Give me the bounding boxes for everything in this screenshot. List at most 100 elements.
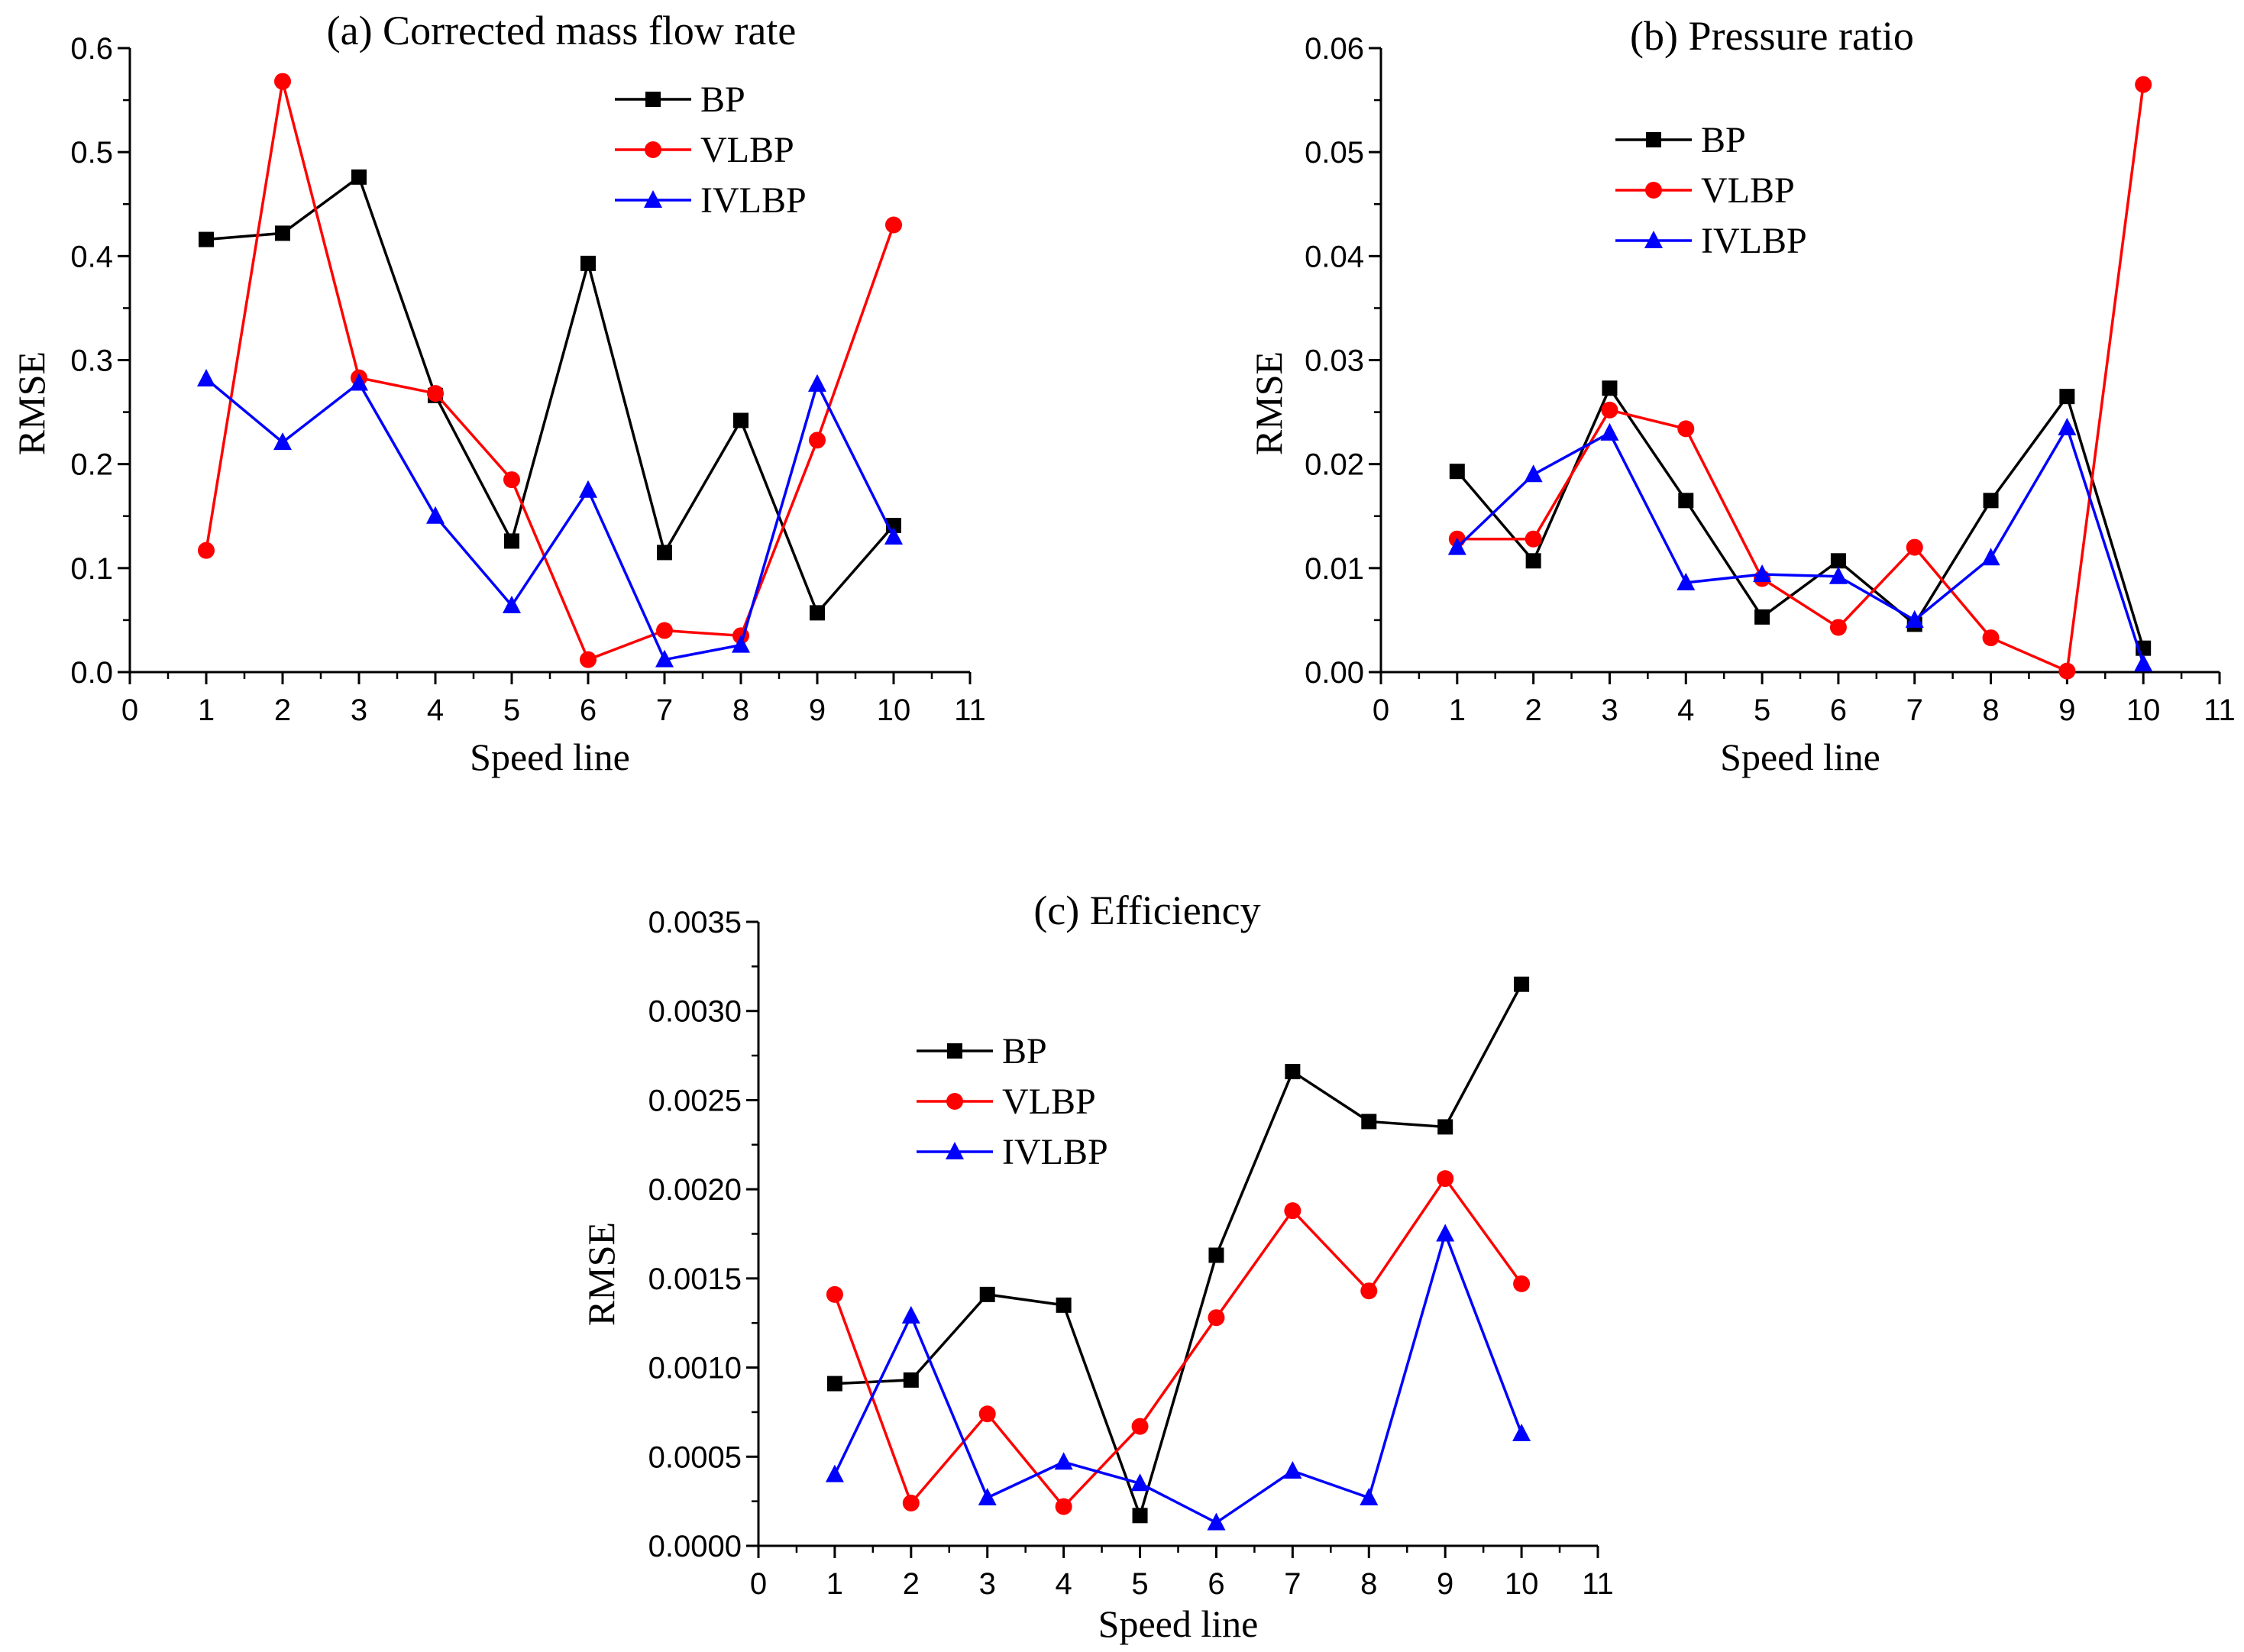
data-point-ivlbp [426,506,445,524]
legend-entry-vlbp: VLBP [1615,170,1795,211]
x-tick-label: 1 [1449,693,1466,727]
y-tick-label: 0.0000 [648,1530,742,1563]
x-tick-label: 10 [877,693,911,727]
legend-entry-ivlbp: IVLBP [615,180,807,221]
data-point-vlbp [2135,76,2152,93]
data-point-ivlbp [1130,1473,1149,1492]
legend-marker [645,92,661,107]
legend-label: IVLBP [700,180,807,221]
legend-marker [1644,231,1663,248]
x-tick-label: 4 [427,693,444,727]
data-point-bp [826,1376,842,1392]
data-point-bp [1285,1064,1301,1080]
data-point-bp [1449,464,1465,480]
data-point-vlbp [1601,401,1618,419]
chart-title: (b) Pressure ratio [1630,13,1914,59]
x-tick-label: 11 [954,693,986,727]
y-tick-label: 0.0035 [648,906,742,939]
data-point-ivlbp [1447,537,1466,555]
data-point-ivlbp [884,526,903,545]
chart-title: (a) Corrected mass flow rate [327,8,797,53]
data-point-vlbp [1513,1275,1531,1292]
x-tick-label: 0 [1373,693,1389,727]
data-point-ivlbp [1436,1224,1455,1242]
x-tick-label: 3 [979,1567,996,1601]
data-point-ivlbp [1905,609,1924,628]
x-axis-title: Speed line [1098,1602,1259,1645]
series-line-ivlbp [833,1229,1523,1524]
x-tick-label: 2 [1525,693,1542,727]
data-point-vlbp [1829,619,1847,636]
x-tick-label: 7 [656,693,673,727]
y-tick-label: 0.00 [1305,656,1364,690]
legend-label: BP [1002,1031,1047,1072]
x-tick-label: 11 [2204,693,2236,727]
legend-label: BP [1701,120,1746,160]
y-tick-label: 0.0025 [648,1084,742,1117]
data-point-vlbp [1982,629,2000,647]
data-point-vlbp [978,1405,996,1423]
data-point-vlbp [1055,1498,1072,1515]
legend-marker [946,1142,964,1159]
data-point-bp [275,225,290,241]
data-point-ivlbp [808,373,826,392]
data-point-vlbp [902,1494,920,1511]
data-point-bp [1525,553,1541,569]
x-tick-label: 5 [1131,1567,1148,1601]
x-tick-label: 6 [1208,1567,1224,1601]
data-point-bp [810,605,825,621]
x-tick-label: 7 [1284,1567,1301,1601]
chart-title: (c) Efficiency [1033,887,1260,933]
x-tick-label: 0 [121,693,138,727]
x-tick-label: 1 [198,693,215,727]
y-tick-label: 0.0015 [648,1262,742,1296]
y-tick-label: 0.3 [70,344,113,378]
x-tick-label: 3 [351,693,367,727]
x-tick-label: 4 [1677,693,1694,727]
data-point-ivlbp [2058,418,2077,436]
series-ivlbp [197,369,903,668]
x-tick-label: 10 [1505,1567,1539,1601]
x-tick-label: 3 [1601,693,1618,727]
x-tick-label: 5 [1754,693,1770,727]
data-point-ivlbp [503,595,521,613]
data-point-ivlbp [825,1464,844,1482]
y-tick-label: 0.0030 [648,995,742,1029]
y-tick-label: 0.0010 [648,1352,742,1385]
x-tick-label: 9 [1437,1567,1453,1601]
y-axis-title: RMSE [580,1222,622,1326]
series-line-bp [834,983,1523,1520]
legend-marker [947,1043,962,1059]
y-tick-label: 0.0 [70,656,113,690]
series-line-bp [1456,385,2145,649]
data-point-ivlbp [978,1487,997,1505]
chart-panel-2: 0 1 2 3 4 5 6 7 8 9 10 11 0.00 0.01 0.02 0.03 0.04 0.05 0.… [1247,13,2236,778]
series-bp [1449,380,2152,656]
data-point-bp [1983,493,1999,509]
data-point-vlbp [826,1285,843,1303]
legend-entry-bp: BP [917,1031,1047,1072]
data-point-bp [1056,1297,1072,1313]
data-point-vlbp [1360,1282,1378,1300]
series-line-vlbp [205,81,895,661]
data-point-ivlbp [1829,566,1848,584]
y-tick-label: 0.01 [1305,552,1364,586]
x-tick-label: 2 [274,693,291,727]
x-tick-label: 6 [580,693,597,727]
legend-marker [946,1093,963,1110]
data-point-vlbp [580,651,597,668]
data-point-vlbp [1677,420,1695,438]
data-point-ivlbp [1283,1460,1302,1479]
data-point-bp [580,255,596,271]
legend-label: IVLBP [1002,1132,1108,1172]
legend-marker [1645,182,1662,199]
series-line-vlbp [833,1176,1523,1509]
data-point-bp [1437,1119,1453,1135]
data-point-bp [1678,493,1694,509]
x-tick-label: 6 [1830,693,1847,727]
data-point-vlbp [656,622,673,639]
data-point-bp [1754,609,1770,625]
data-point-ivlbp [273,432,292,451]
y-tick-label: 0.5 [70,136,113,170]
series-ivlbp [825,1224,1531,1531]
